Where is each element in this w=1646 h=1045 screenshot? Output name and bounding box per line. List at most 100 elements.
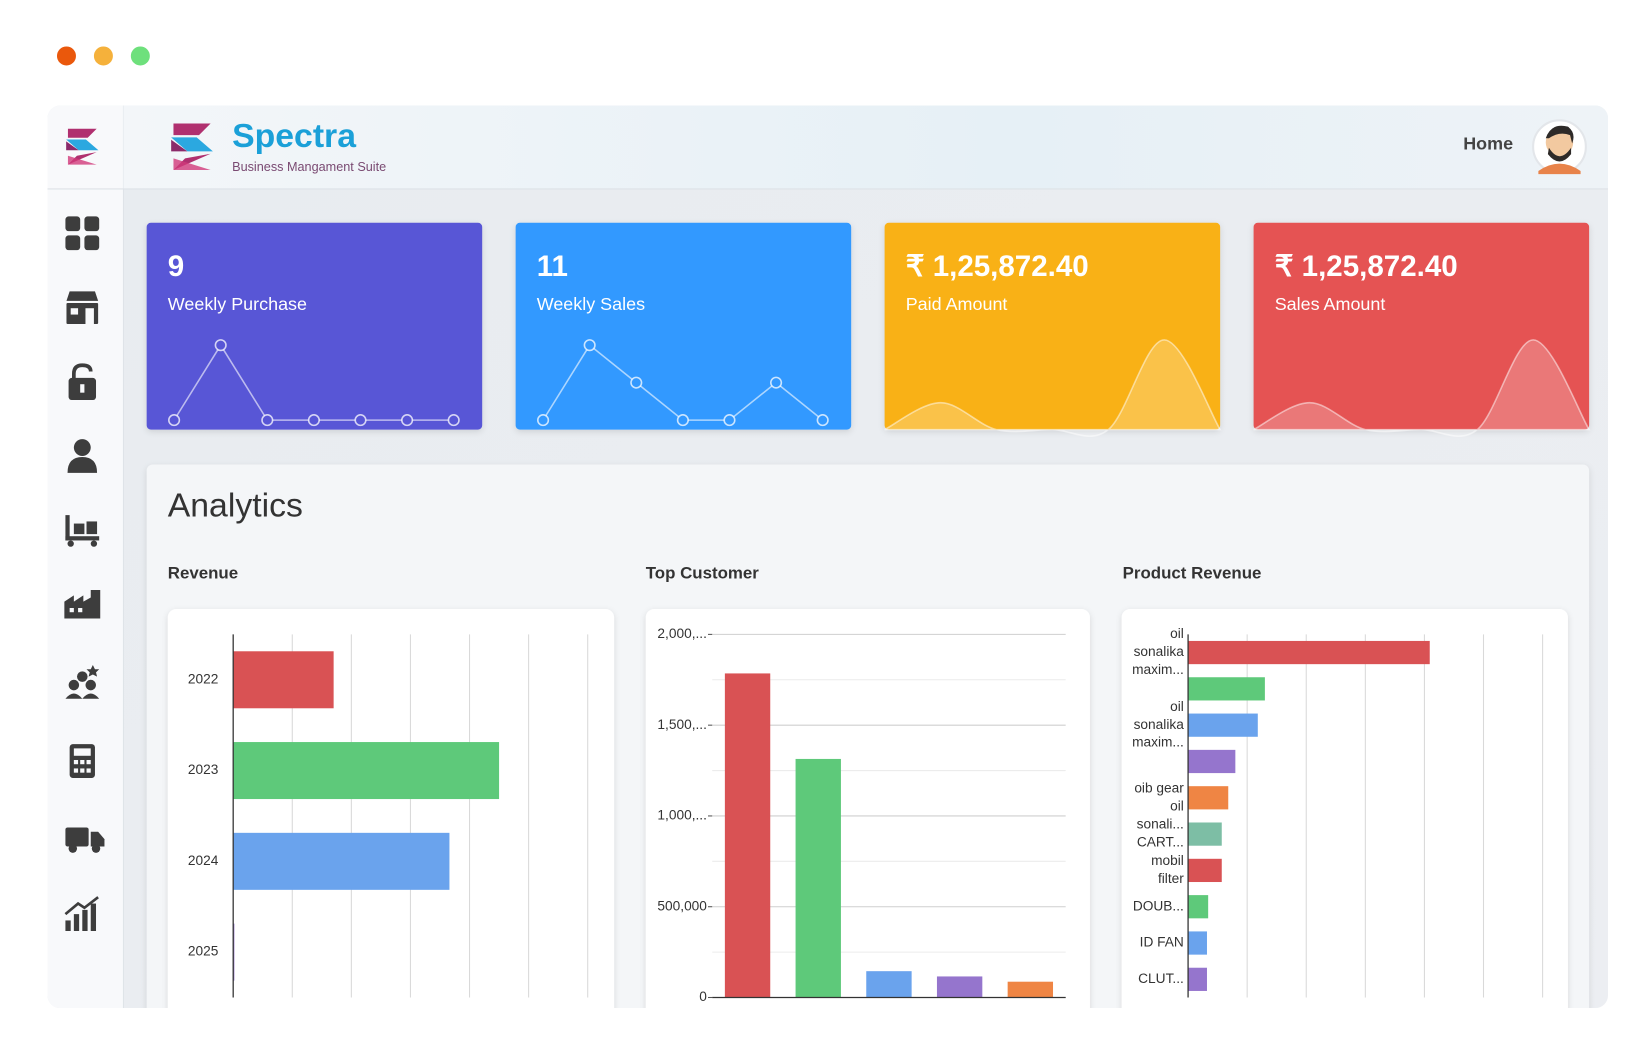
bar [795, 758, 841, 998]
sidebar-icons [64, 216, 105, 931]
y-tick-label: filter [1158, 871, 1184, 886]
bar [866, 971, 912, 998]
nav-reports[interactable] [64, 896, 99, 931]
brand-tagline: Business Mangament Suite [232, 160, 386, 174]
y-tick-label: 1,500,... [657, 717, 707, 732]
y-tick-label: oil [1170, 699, 1184, 714]
sparkline-point [816, 414, 829, 427]
stat-card: ₹ 1,25,872.40 Paid Amount [884, 222, 1222, 438]
stat-card: ₹ 1,25,872.40 Sales Amount [1253, 222, 1591, 438]
sparkline-point [354, 414, 367, 427]
y-tick-label: 500,000 [657, 898, 707, 913]
y-tick-label: 0 [699, 989, 707, 1004]
nav-store[interactable] [66, 291, 99, 325]
nav-lock[interactable] [68, 363, 97, 401]
window-minimize[interactable] [93, 46, 113, 66]
chart-card [645, 609, 1090, 1009]
header-bar [123, 105, 1609, 189]
y-tick-label: oil [1170, 798, 1184, 813]
bar [1188, 713, 1258, 737]
bar [724, 673, 771, 998]
y-tick-label: maxim... [1132, 662, 1184, 677]
stat-card: 11 Weekly Sales [515, 222, 852, 430]
y-tick-label: DOUB... [1133, 898, 1184, 913]
chart-card [167, 609, 615, 1009]
sparkline-point [401, 414, 414, 427]
dynamic-content: 9 Weekly Purchase 11 Weekly Sales ₹ 1,25,872… [146, 222, 1591, 1004]
y-tick-label: oil [1170, 626, 1184, 641]
y-tick-label: 2,000,... [657, 626, 707, 641]
stat-label: Weekly Sales [537, 294, 645, 314]
stat-label: Weekly Purchase [168, 294, 307, 314]
y-tick-label: ID FAN [1140, 935, 1184, 950]
bar [1188, 931, 1207, 955]
nav-dashboard[interactable] [65, 216, 100, 251]
nav-home[interactable]: Home [1463, 133, 1513, 153]
y-tick-label: 2022 [188, 671, 218, 686]
y-tick-label: sonalika [1134, 717, 1185, 732]
y-tick-label: oib gear [1134, 780, 1184, 795]
sparkline-point [537, 414, 550, 427]
y-tick-label: mobil [1151, 853, 1184, 868]
nav-production[interactable] [64, 590, 101, 619]
y-tick-label: 2024 [188, 853, 219, 868]
sparkline-point [307, 414, 320, 427]
y-tick-label: maxim... [1132, 735, 1184, 750]
bar [1188, 677, 1265, 701]
y-tick-label: 1,000,... [657, 808, 707, 823]
sparkline-point [168, 414, 181, 427]
sparkline-point [261, 414, 274, 427]
bar [1188, 822, 1222, 846]
bar [1188, 749, 1236, 774]
analytics-title: Analytics [168, 487, 303, 525]
window-close[interactable] [56, 46, 76, 66]
y-tick-label: sonalika [1134, 644, 1185, 659]
bar [1188, 786, 1229, 810]
brand-name: Spectra [232, 117, 356, 155]
brand-logo[interactable] [171, 123, 213, 170]
y-tick-label: CLUT... [1138, 971, 1184, 986]
sparkline-point [723, 414, 736, 427]
nav-calculator[interactable] [69, 744, 95, 778]
bar [1188, 858, 1222, 883]
sparkline-point [583, 339, 596, 352]
stat-value: 9 [168, 250, 184, 283]
nav-users[interactable] [67, 439, 98, 473]
bar [233, 832, 450, 890]
stat-card-bg [146, 222, 483, 430]
user-avatar[interactable] [1532, 119, 1587, 175]
stat-card-bg [515, 222, 852, 430]
nav-delivery[interactable] [65, 827, 105, 853]
sparkline-area [1253, 339, 1591, 438]
y-tick-label: 2025 [188, 944, 219, 959]
chart-title: Top Customer [646, 564, 760, 583]
sidebar [47, 105, 124, 1009]
stat-value: ₹ 1,25,872.40 [1275, 250, 1458, 283]
bar [233, 742, 500, 800]
stat-value: 11 [537, 250, 568, 283]
y-tick-label: 2023 [188, 762, 219, 777]
bar [1188, 967, 1207, 991]
bar [936, 976, 983, 998]
window-maximize[interactable] [130, 46, 150, 66]
sidebar-logo[interactable] [66, 128, 99, 165]
stat-card: 9 Weekly Purchase [146, 222, 483, 430]
sparkline-point [770, 376, 783, 389]
nav-reviews[interactable] [65, 665, 100, 699]
nav-inventory[interactable] [65, 515, 100, 547]
y-tick-label: CART... [1137, 835, 1184, 850]
sparkline-point [447, 414, 460, 427]
y-tick-label: sonali... [1137, 817, 1184, 832]
chart-title: Revenue [168, 564, 238, 583]
app-window: Spectra Business Mangament Suite Home [47, 105, 1609, 1009]
sparkline-area [884, 339, 1222, 438]
chart-title: Product Revenue [1123, 564, 1262, 583]
sparkline-point [214, 339, 227, 352]
stat-label: Sales Amount [1275, 294, 1386, 314]
bar [233, 651, 334, 709]
bar [1188, 895, 1209, 919]
bar [1007, 981, 1054, 998]
bar [1188, 640, 1430, 665]
